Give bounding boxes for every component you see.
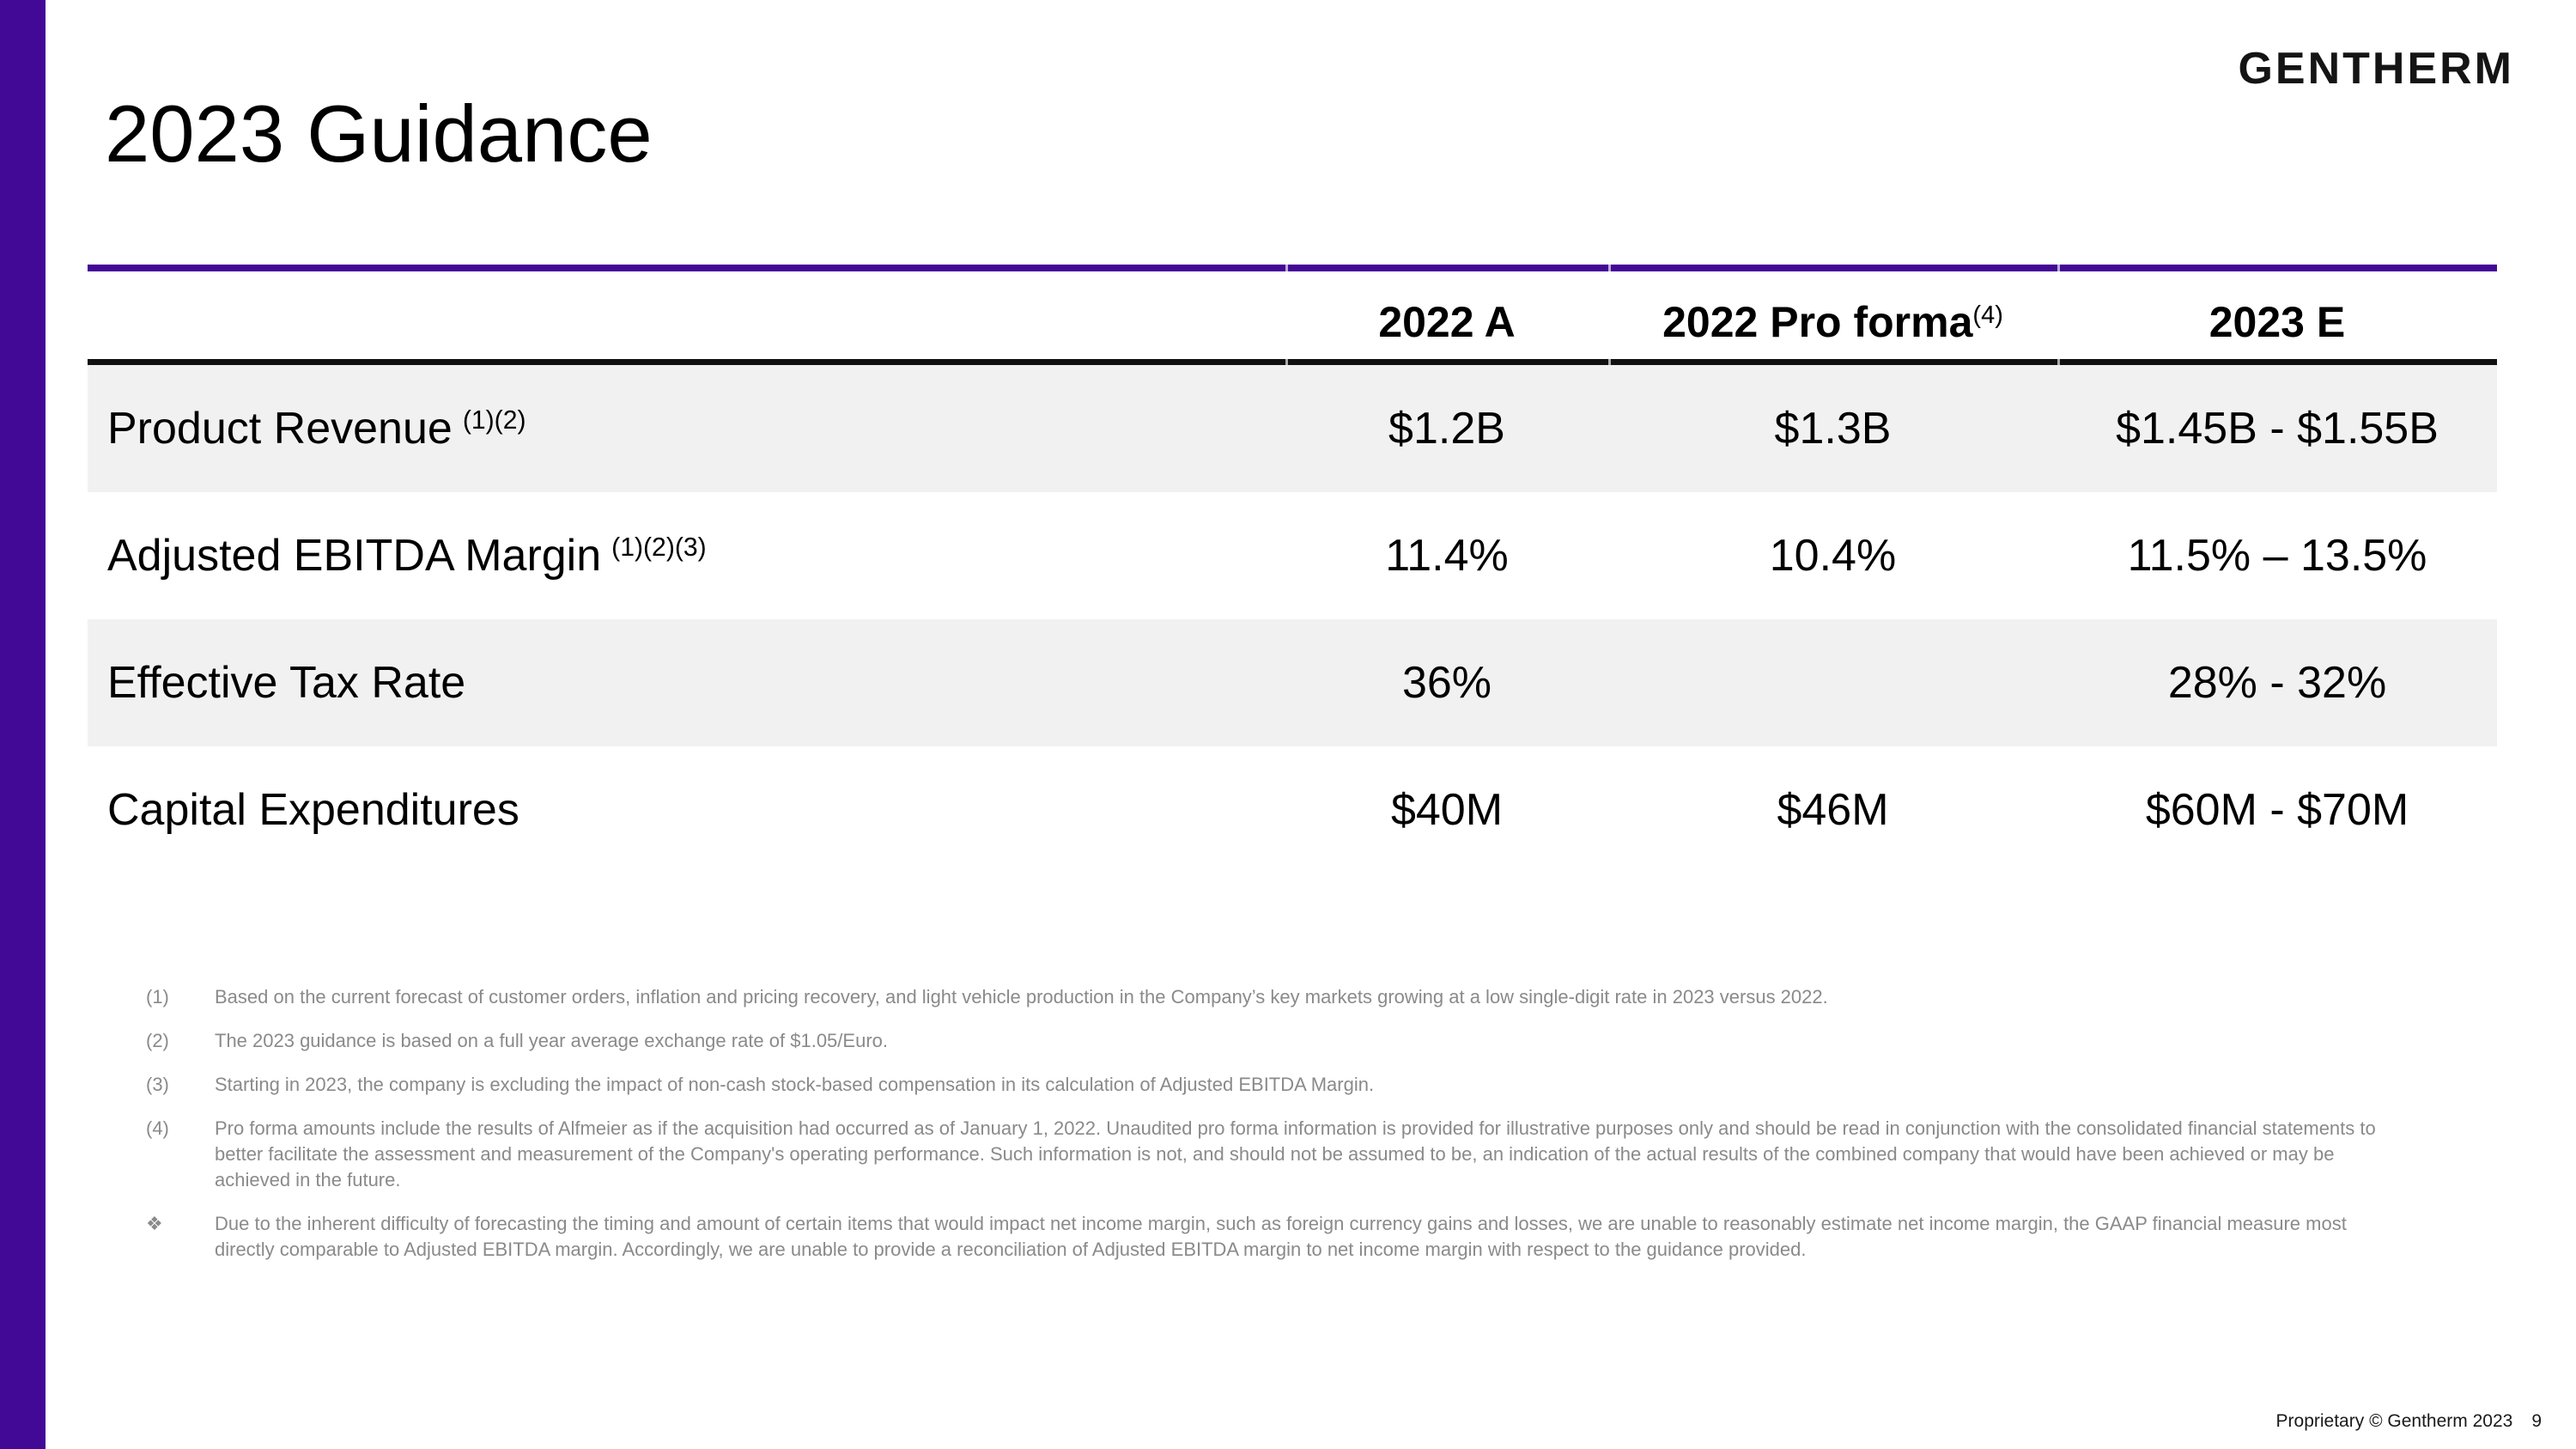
header-2022a: 2022 A	[1285, 297, 1608, 359]
footnote-marker: (3)	[146, 1074, 169, 1095]
page-title: 2023 Guidance	[105, 88, 653, 179]
cell-2023e: 28% - 32%	[2167, 658, 2387, 708]
diamond-bullet-icon: ❖	[146, 1213, 163, 1234]
row-label: Product Revenue (1)(2)	[88, 403, 1285, 454]
cell-proforma: 10.4%	[1769, 531, 1897, 581]
footnote-text: Pro forma amounts include the results of…	[215, 1117, 2376, 1190]
row-label: Capital Expenditures	[88, 784, 1285, 836]
footnote-marker: (2)	[146, 1030, 169, 1051]
header-empty	[88, 347, 1285, 359]
footnote-diamond-bullet: ❖ Due to the inherent difficulty of fore…	[146, 1211, 2397, 1263]
cell-2022a: $1.2B	[1388, 404, 1505, 454]
slide-footer: Proprietary © Gentherm 2023 9	[2276, 1411, 2542, 1432]
table-row-effective-tax-rate: Effective Tax Rate 36% 28% - 32%	[88, 619, 2497, 746]
footnote-1: (1) Based on the current forecast of cus…	[146, 984, 2397, 1010]
footnote-text: Based on the current forecast of custome…	[215, 986, 1828, 1008]
footnotes: (1) Based on the current forecast of cus…	[146, 984, 2397, 1281]
footnote-text: Due to the inherent difficulty of foreca…	[215, 1213, 2347, 1260]
row-label-superscript: (1)(2)	[462, 406, 526, 435]
header-proforma-superscript: (4)	[1972, 301, 2003, 330]
header-2022a-label: 2022 A	[1378, 298, 1516, 346]
footnote-marker: (4)	[146, 1117, 169, 1139]
cell-proforma: $46M	[1777, 785, 1889, 835]
table-row-product-revenue: Product Revenue (1)(2) $1.2B $1.3B $1.45B…	[88, 365, 2497, 492]
row-label-text: Effective Tax Rate	[107, 658, 466, 708]
row-label-text: Adjusted EBITDA Margin	[107, 531, 602, 581]
footnote-text: Starting in 2023, the company is excludi…	[215, 1074, 1375, 1095]
guidance-table: 2022 A 2022 Pro forma(4) 2023 E Product …	[88, 265, 2497, 874]
header-2022-proforma: 2022 Pro forma(4)	[1608, 297, 2057, 359]
column-divider	[1608, 265, 1611, 271]
table-row-capital-expenditures: Capital Expenditures $40M $46M $60M - $7…	[88, 746, 2497, 874]
left-accent-bar	[0, 0, 46, 1449]
footnote-3: (3) Starting in 2023, the company is exc…	[146, 1072, 2397, 1098]
column-divider	[1285, 265, 1288, 271]
row-label-text: Product Revenue	[107, 404, 453, 454]
footnote-text: The 2023 guidance is based on a full yea…	[215, 1030, 888, 1051]
column-divider	[1285, 359, 1288, 365]
footer-proprietary-text: Proprietary © Gentherm 2023	[2275, 1411, 2513, 1431]
row-label-text: Capital Expenditures	[107, 785, 519, 835]
cell-2022a: 36%	[1401, 658, 1492, 708]
row-label-superscript: (1)(2)(3)	[611, 533, 707, 563]
row-label: Adjusted EBITDA Margin (1)(2)(3)	[88, 530, 1285, 581]
header-2023e: 2023 E	[2057, 297, 2497, 359]
cell-2022a: 11.4%	[1385, 531, 1509, 581]
cell-2023e: $60M - $70M	[2145, 785, 2409, 835]
footnote-2: (2) The 2023 guidance is based on a full…	[146, 1028, 2397, 1054]
table-header-rule	[88, 359, 2497, 365]
header-proforma-label: 2022 Pro forma	[1662, 298, 1973, 346]
header-2023e-label: 2023 E	[2208, 298, 2346, 346]
cell-2022a: $40M	[1390, 785, 1504, 835]
footnote-marker: (1)	[146, 986, 169, 1008]
cell-2023e: 11.5% – 13.5%	[2127, 531, 2427, 581]
table-top-rule	[88, 265, 2497, 271]
cell-proforma: $1.3B	[1774, 404, 1892, 454]
column-divider	[1608, 359, 1611, 365]
table-header-row: 2022 A 2022 Pro forma(4) 2023 E	[88, 271, 2497, 359]
column-divider	[2057, 265, 2060, 271]
gentherm-logo: GENTHERM	[2238, 44, 2514, 94]
row-label: Effective Tax Rate	[88, 657, 1285, 709]
cell-2023e: $1.45B - $1.55B	[2116, 404, 2439, 454]
table-row-adjusted-ebitda-margin: Adjusted EBITDA Margin (1)(2)(3) 11.4% 10…	[88, 492, 2497, 619]
footer-page-number: 9	[2531, 1411, 2542, 1431]
footnote-4: (4) Pro forma amounts include the result…	[146, 1116, 2397, 1193]
column-divider	[2057, 359, 2060, 365]
